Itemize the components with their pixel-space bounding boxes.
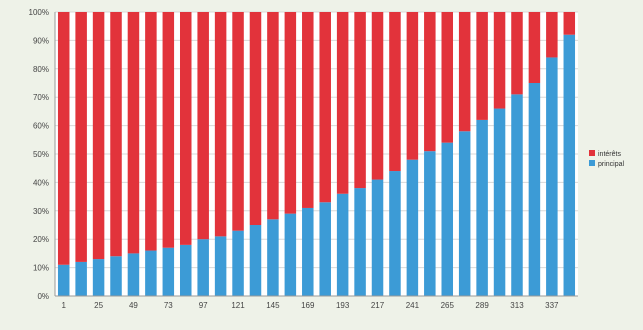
bar-interets (528, 12, 541, 83)
bar-principal (458, 131, 471, 296)
x-tick-label: 49 (129, 301, 138, 310)
gridlines (55, 11, 578, 297)
x-tick-label: 145 (266, 301, 280, 310)
bar-interets (75, 12, 87, 262)
y-tick-label: 30% (33, 207, 49, 216)
legend-label: intérêts (598, 151, 621, 158)
x-tick-label: 169 (301, 301, 315, 310)
bar-interets (406, 12, 419, 160)
bar-principal (197, 239, 209, 296)
bar-principal (75, 261, 87, 296)
x-tick-label: 121 (231, 301, 245, 310)
x-tick-label: 217 (371, 301, 385, 310)
x-tick-label: 241 (406, 301, 420, 310)
bar-interets (302, 12, 314, 208)
legend-swatch (589, 160, 595, 166)
bar-interets (424, 12, 436, 152)
bar-interets (389, 12, 401, 172)
x-tick-label: 337 (545, 301, 559, 310)
legend-swatch (589, 150, 595, 156)
bar-principal (57, 264, 70, 296)
legend: intérêts principal (589, 150, 625, 168)
x-axis: 1 25 49 73 97 121 145 169 193 217 241 265 289 313 337 (55, 295, 578, 310)
bar-interets (336, 12, 349, 194)
bar-interets (511, 12, 523, 95)
bar-interets (441, 12, 454, 143)
bar-principal (493, 108, 506, 296)
x-tick-label: 1 (61, 301, 66, 310)
bar-interets (232, 12, 244, 231)
bar-principal (354, 188, 366, 296)
y-tick-label: 0% (37, 292, 49, 301)
bar-principal (336, 193, 349, 296)
x-tick-label: 289 (475, 301, 489, 310)
bar-principal (528, 83, 541, 296)
bar-interets (110, 12, 122, 257)
bar-principal (424, 151, 436, 296)
bar-interets (476, 12, 488, 120)
bar-principal (162, 247, 175, 296)
y-tick-label: 50% (33, 150, 49, 159)
x-tick-label: 25 (94, 301, 103, 310)
bar-principal (267, 219, 279, 296)
x-tick-label: 193 (336, 301, 350, 310)
bar-principal (284, 213, 297, 296)
bar-interets (319, 12, 331, 203)
bar-principal (511, 94, 523, 296)
y-tick-label: 40% (33, 178, 49, 187)
x-tick-label: 97 (199, 301, 208, 310)
bar-principal (563, 34, 576, 296)
bar-principal (406, 159, 419, 296)
bar-interets (563, 12, 576, 35)
bar-principal (179, 244, 192, 296)
legend-label: principal (598, 161, 625, 168)
y-axis: 0% 10% 20% 30% 40% 50% 60% 70% 80% 90% 100% (29, 8, 56, 301)
bar-principal (441, 142, 454, 296)
bar-interets (354, 12, 366, 189)
bar-principal (145, 250, 157, 296)
y-tick-label: 10% (33, 264, 49, 273)
bar-interets (92, 12, 105, 260)
bar-interets (371, 12, 384, 180)
bar-principal (92, 259, 105, 296)
bar-interets (127, 12, 140, 254)
bar-principal (214, 236, 227, 296)
bar-principal (249, 225, 262, 296)
bar-principal (389, 171, 401, 296)
bar-principal (127, 253, 140, 296)
bar-interets (214, 12, 227, 237)
bar-principal (371, 179, 384, 296)
bar-interets (267, 12, 279, 220)
y-tick-label: 80% (33, 65, 49, 74)
x-tick-label: 313 (510, 301, 524, 310)
bar-interets (249, 12, 262, 225)
y-tick-label: 90% (33, 36, 49, 45)
bar-interets (145, 12, 157, 251)
bar-principal (232, 230, 244, 296)
bar-interets (493, 12, 506, 109)
x-tick-label: 73 (164, 301, 173, 310)
bar-interets (162, 12, 175, 248)
bar-interets (546, 12, 558, 58)
y-tick-label: 60% (33, 122, 49, 131)
bar-principal (110, 256, 122, 296)
bar-interets (458, 12, 471, 132)
bar-principal (546, 57, 558, 296)
bar-principal (476, 119, 488, 296)
bar-interets (197, 12, 209, 240)
bar-principal (302, 207, 314, 296)
y-tick-label: 20% (33, 235, 49, 244)
bars (57, 12, 576, 296)
x-tick-label: 265 (441, 301, 455, 310)
y-tick-label: 70% (33, 93, 49, 102)
y-tick-label: 100% (29, 8, 49, 17)
bar-interets (284, 12, 297, 214)
bar-principal (319, 202, 331, 296)
bar-interets (57, 12, 70, 265)
bar-interets (179, 12, 192, 245)
